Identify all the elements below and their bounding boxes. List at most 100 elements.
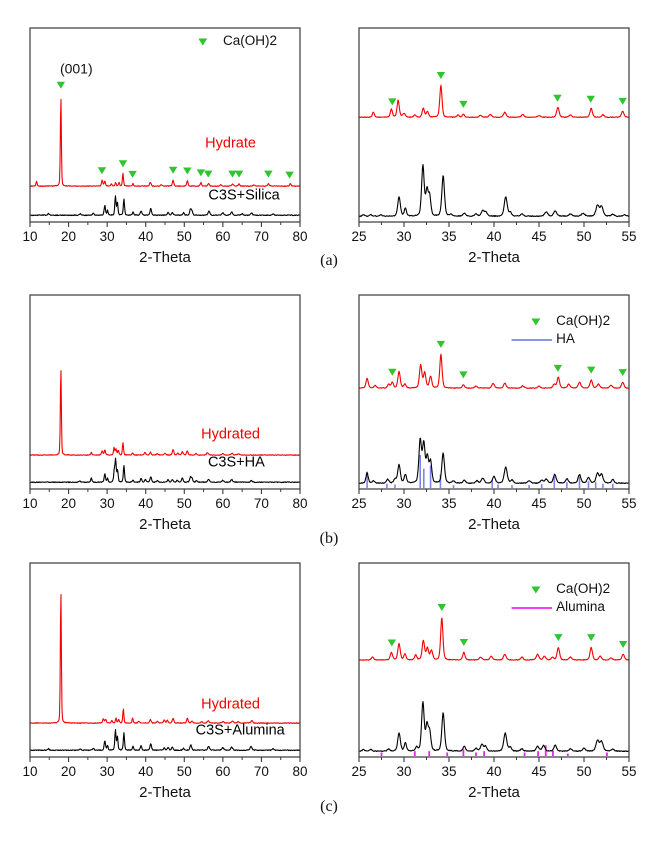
- caoh2-marker-triangle-icon: [436, 71, 445, 79]
- caoh2-marker-triangle-icon: [284, 171, 294, 179]
- x-tick-label: 50: [176, 229, 191, 244]
- x-tick-label: 40: [486, 496, 501, 511]
- caoh2-marker-triangle-icon: [552, 94, 562, 102]
- trace-c3s-ha: [29, 457, 300, 484]
- panel-c-right: Ca(OH)2 Alumina 25 30 35 40 45 50 55 2-Theta: [334, 553, 654, 805]
- caption-c: (c): [0, 798, 658, 816]
- x-tick-label: 20: [61, 496, 76, 511]
- x-tick-label: 20: [61, 764, 76, 779]
- caoh2-marker-triangle-icon: [458, 371, 468, 379]
- x-tick-label: 40: [138, 764, 153, 779]
- x-tick-label: 50: [576, 229, 591, 244]
- plot-frame: [357, 27, 630, 223]
- x-tick-label: 35: [441, 496, 456, 511]
- x-tick-label: 70: [253, 496, 268, 511]
- x-axis-title: 2-Theta: [468, 784, 520, 801]
- trace-label: Hydrate: [205, 135, 256, 151]
- x-tick-label: 55: [621, 764, 636, 779]
- x-tick-label: 35: [441, 764, 456, 779]
- x-tick-label: 50: [576, 496, 591, 511]
- trace-c3s-ha: [358, 437, 629, 485]
- caoh2-marker-triangle-icon: [553, 364, 562, 372]
- caoh2-marker-triangle-icon: [387, 368, 396, 376]
- x-tick-label: 60: [215, 496, 230, 511]
- x-tick-label: 70: [253, 764, 268, 779]
- caoh2-marker-triangle-icon: [56, 81, 65, 89]
- caoh2-marker-triangle-icon: [553, 634, 563, 642]
- legend-label: Ca(OH)2: [223, 33, 277, 48]
- x-axis-title: 2-Theta: [468, 249, 520, 266]
- x-tick-label: 80: [292, 496, 307, 511]
- trace-label: C3S+Silica: [208, 188, 280, 204]
- caoh2-marker-triangle-icon: [618, 640, 627, 648]
- x-tick-label: 45: [531, 229, 546, 244]
- x-tick-label: 40: [486, 229, 501, 244]
- caoh2-marker-triangle-icon: [586, 634, 595, 642]
- x-tick-label: 10: [22, 764, 37, 779]
- legend-label: HA: [556, 331, 575, 346]
- trace-hydrated: [358, 617, 629, 661]
- legend-label: Alumina: [556, 599, 605, 614]
- caoh2-marker-triangle-icon: [196, 169, 205, 177]
- trace-label: Hydrated: [201, 697, 260, 713]
- caoh2-marker-triangle-icon: [618, 97, 627, 105]
- x-tick-label: 10: [22, 229, 37, 244]
- panel-a-right: 25 30 35 40 45 50 55 2-Theta: [334, 18, 654, 270]
- x-tick-label: 30: [396, 229, 411, 244]
- trace-label: C3S+Alumina: [195, 723, 285, 739]
- x-axis-title: 2-Theta: [139, 516, 191, 533]
- caoh2-marker-triangle-icon: [203, 170, 212, 178]
- figure-row-c: C3S+Alumina Hydrated 10 20 30 40 50 60 70 80 2-The…: [0, 553, 658, 805]
- x-tick-label: 20: [61, 229, 76, 244]
- x-tick-label: 70: [253, 229, 268, 244]
- x-axis-title: 2-Theta: [139, 249, 191, 266]
- x-axis-title: 2-Theta: [139, 784, 191, 801]
- legend-caoh2-triangle-icon: [530, 586, 540, 594]
- legend-caoh2-triangle-icon: [530, 318, 540, 326]
- caption-c-text: (c): [320, 798, 338, 815]
- legend-label: Ca(OH)2: [556, 581, 610, 596]
- caoh2-marker-triangle-icon: [118, 160, 127, 168]
- panel-a-left: C3S+Silica Hydrate (001) Ca(OH)2 10 20 30 40 50 6…: [5, 18, 325, 270]
- caoh2-marker-triangle-icon: [586, 366, 595, 374]
- panel-c-left: C3S+Alumina Hydrated 10 20 30 40 50 60 70 80 2-The…: [5, 553, 325, 805]
- figure-row-a: C3S+Silica Hydrate (001) Ca(OH)2 10 20 30 40 50 6…: [0, 18, 658, 270]
- x-tick-label: 55: [621, 496, 636, 511]
- legend-label: Ca(OH)2: [556, 313, 610, 328]
- figure-row-b: C3S+HA Hydrated 10 20 30 40 50 60 70 80 2-Theta Ca…: [0, 285, 658, 537]
- x-tick-label: 40: [138, 229, 153, 244]
- caoh2-marker-triangle-icon: [97, 167, 106, 175]
- x-tick-label: 50: [176, 764, 191, 779]
- legend-caoh2-triangle-icon: [197, 38, 207, 46]
- x-tick-label: 50: [576, 764, 591, 779]
- x-tick-label: 25: [351, 496, 366, 511]
- trace-c3s-silica: [358, 164, 629, 218]
- x-tick-label: 60: [215, 764, 230, 779]
- caption-a: (a): [0, 252, 658, 270]
- x-tick-label: 10: [22, 496, 37, 511]
- caoh2-marker-triangle-icon: [586, 95, 595, 103]
- caoh2-marker-triangle-icon: [436, 340, 445, 348]
- caoh2-marker-triangle-icon: [459, 638, 468, 646]
- caoh2-marker-triangle-icon: [263, 170, 273, 178]
- caption-a-text: (a): [320, 252, 338, 269]
- trace-hydrated: [29, 370, 300, 456]
- trace-hydrated: [358, 353, 629, 389]
- trace-label: Hydrated: [201, 427, 260, 443]
- x-tick-label: 30: [396, 764, 411, 779]
- caoh2-marker-triangle-icon: [437, 603, 446, 611]
- x-tick-label: 25: [351, 229, 366, 244]
- x-tick-label: 30: [99, 229, 114, 244]
- x-tick-label: 80: [292, 764, 307, 779]
- trace-hydrated: [29, 594, 300, 724]
- trace-label: C3S+HA: [207, 455, 264, 471]
- caoh2-marker-triangle-icon: [387, 98, 396, 106]
- trace-hydrate: [358, 84, 629, 119]
- x-tick-label: 45: [531, 496, 546, 511]
- caoh2-marker-triangle-icon: [387, 639, 396, 647]
- x-tick-label: 30: [99, 496, 114, 511]
- caoh2-marker-triangle-icon: [618, 369, 627, 377]
- x-axis-title: 2-Theta: [468, 516, 520, 533]
- x-tick-label: 30: [396, 496, 411, 511]
